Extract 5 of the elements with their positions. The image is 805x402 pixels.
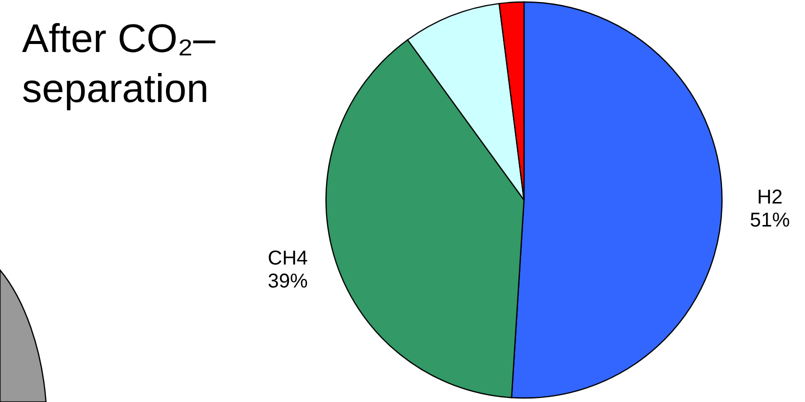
slice-label: H2	[757, 186, 783, 209]
text: After CO₂–separation	[22, 17, 216, 111]
data-label: 39%	[268, 270, 308, 293]
slice-label: CH4	[268, 248, 308, 270]
data-label: 51%	[750, 210, 790, 232]
